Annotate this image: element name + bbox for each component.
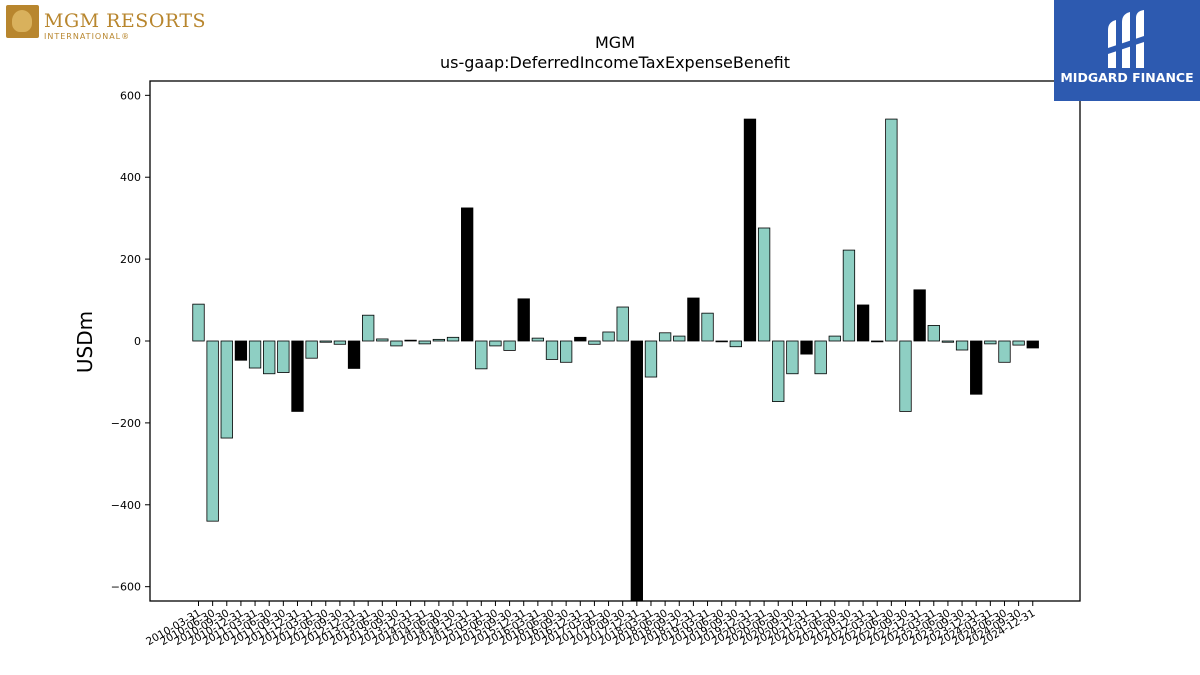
bar-2016-03-31 bbox=[531, 337, 545, 342]
bar-2017-06-30 bbox=[602, 331, 615, 342]
bar-2016-12-31 bbox=[574, 336, 587, 342]
bar-2014-12-31 bbox=[461, 207, 474, 342]
mgm-logo-sub: INTERNATIONAL® bbox=[44, 32, 131, 41]
mgm-lion-icon bbox=[6, 5, 39, 38]
mgm-resorts-logo: MGM RESORTS INTERNATIONAL® bbox=[6, 5, 206, 41]
bar-2017-03-31 bbox=[588, 340, 601, 345]
midgard-emblem-icon bbox=[1108, 10, 1144, 68]
y-tick-label: −600 bbox=[111, 581, 141, 594]
bar-2016-09-30 bbox=[559, 340, 573, 363]
bar-2023-12-31 bbox=[970, 340, 983, 395]
bar-2021-12-31 bbox=[856, 304, 870, 342]
bar-2011-09-30 bbox=[277, 340, 290, 373]
bar-2014-03-31 bbox=[418, 340, 431, 345]
bar-2011-06-30 bbox=[263, 340, 276, 375]
bar-2017-09-30 bbox=[616, 306, 629, 342]
x-axis-ticks: 2010-03-312010-06-302010-09-302010-12-31… bbox=[144, 601, 1037, 648]
bar-2020-12-31 bbox=[800, 340, 813, 355]
bar-2018-03-31 bbox=[644, 340, 658, 378]
bar-2010-09-30 bbox=[220, 340, 233, 439]
bar-2018-06-30 bbox=[658, 332, 672, 342]
bar-2019-09-30 bbox=[729, 340, 742, 348]
y-tick-label: 400 bbox=[120, 171, 141, 184]
bar-2013-06-30 bbox=[376, 338, 389, 342]
bar-series bbox=[192, 118, 1039, 602]
bar-2015-12-31 bbox=[517, 298, 530, 342]
bar-2011-03-31 bbox=[248, 340, 262, 369]
bar-2013-12-31 bbox=[404, 339, 417, 342]
bar-2024-12-31 bbox=[1026, 340, 1039, 349]
y-tick-label: 200 bbox=[120, 253, 141, 266]
bar-2024-06-30 bbox=[998, 340, 1011, 363]
bar-2021-03-31 bbox=[814, 340, 827, 375]
bar-2013-09-30 bbox=[390, 340, 403, 347]
bar-2014-09-30 bbox=[446, 336, 460, 342]
bar-2022-03-31 bbox=[871, 340, 884, 343]
bar-2022-12-31 bbox=[913, 289, 926, 342]
chart-title: MGM bbox=[595, 33, 635, 52]
bar-2019-06-30 bbox=[715, 340, 728, 343]
bar-2010-12-31 bbox=[234, 340, 248, 361]
bar-2023-09-30 bbox=[955, 340, 969, 351]
bar-2011-12-31 bbox=[291, 340, 304, 412]
bar-2020-03-31 bbox=[757, 227, 771, 342]
bar-2020-09-30 bbox=[786, 340, 799, 375]
y-axis-ticks: −600 −400 −200 0 200 400 600 bbox=[111, 89, 150, 594]
y-tick-label: −400 bbox=[111, 499, 141, 512]
bar-2015-06-30 bbox=[489, 340, 502, 347]
y-tick-label: −200 bbox=[111, 417, 141, 430]
plot-frame bbox=[149, 80, 1081, 602]
midgard-finance-logo: MIDGARD FINANCE bbox=[1054, 0, 1200, 101]
bar-2014-06-30 bbox=[432, 338, 446, 342]
y-tick-label: 600 bbox=[120, 89, 141, 102]
bar-2019-03-31 bbox=[701, 312, 714, 342]
bar-2010-06-30 bbox=[206, 340, 219, 522]
midgard-logo-name: MIDGARD FINANCE bbox=[1060, 70, 1194, 85]
bar-2024-03-31 bbox=[984, 340, 997, 345]
bar-2012-06-30 bbox=[319, 340, 332, 343]
bar-2013-03-31 bbox=[362, 314, 375, 342]
bar-2018-12-31 bbox=[687, 297, 700, 342]
bar-2018-09-30 bbox=[673, 335, 686, 342]
bar-2012-12-31 bbox=[347, 340, 361, 369]
bar-2021-09-30 bbox=[842, 249, 856, 342]
bar-2023-03-31 bbox=[927, 325, 940, 342]
bar-2015-09-30 bbox=[503, 340, 516, 351]
bar-2016-06-30 bbox=[545, 340, 559, 360]
bar-2012-09-30 bbox=[333, 340, 347, 345]
bar-2022-06-30 bbox=[885, 118, 898, 342]
bar-2024-09-30 bbox=[1012, 340, 1025, 346]
y-axis-label: USDm bbox=[73, 311, 97, 373]
bar-2023-06-30 bbox=[941, 340, 955, 343]
bar-2022-09-30 bbox=[899, 340, 912, 412]
bar-2020-06-30 bbox=[772, 340, 785, 402]
mgm-logo-name: MGM RESORTS bbox=[44, 10, 207, 32]
y-tick-label: 0 bbox=[134, 335, 141, 348]
bar-2021-06-30 bbox=[828, 335, 841, 342]
chart-subtitle: us-gaap:DeferredIncomeTaxExpenseBenefit bbox=[440, 53, 790, 72]
bar-2010-03-31 bbox=[192, 303, 205, 342]
bar-2012-03-31 bbox=[305, 340, 318, 359]
bar-2017-12-31 bbox=[630, 340, 643, 602]
bar-2019-12-31 bbox=[743, 118, 757, 342]
bar-2015-03-31 bbox=[475, 340, 488, 370]
